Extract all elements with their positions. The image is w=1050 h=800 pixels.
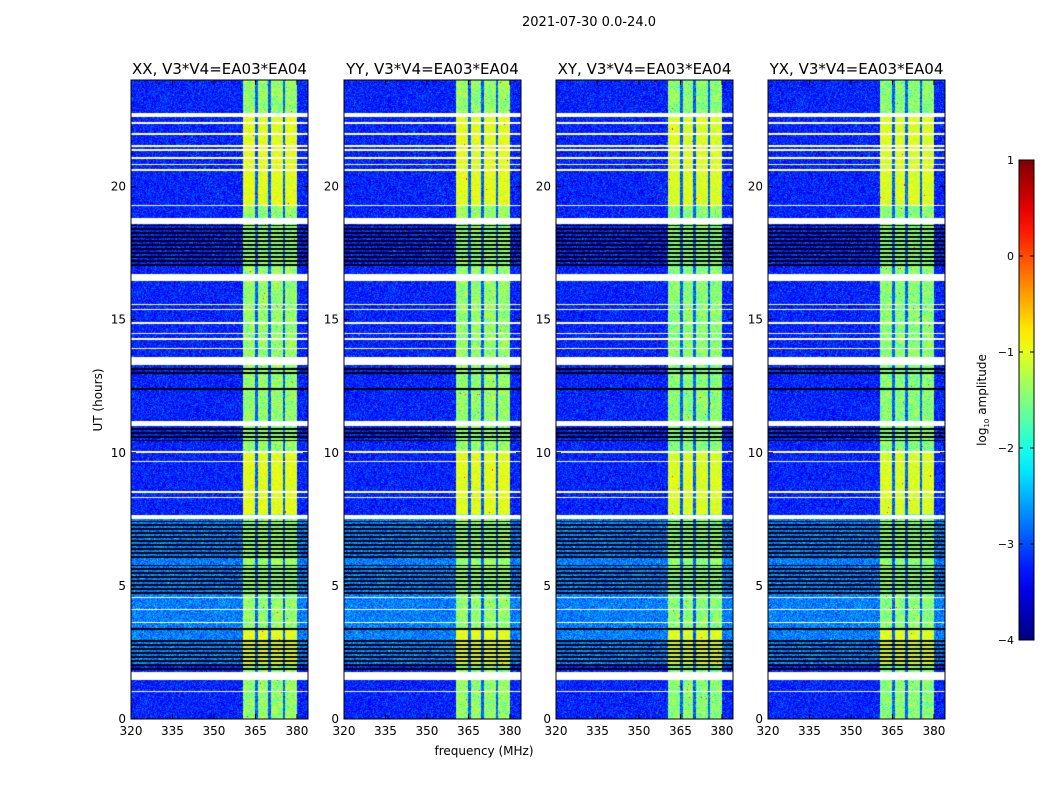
colorbar-tick-label: −4 (998, 634, 1014, 647)
y-tick-label: 20 (324, 180, 339, 194)
x-axis-label: frequency (MHz) (434, 744, 533, 758)
x-tick-label: 380 (710, 724, 733, 738)
y-tick-label: 15 (111, 313, 126, 327)
panel-frame (343, 79, 522, 720)
x-tick-label: 350 (416, 724, 439, 738)
panel-title: XY, V3*V4=EA03*EA04 (558, 60, 732, 78)
colorbar-tick-label: −1 (998, 346, 1014, 359)
y-tick-label: 15 (748, 313, 763, 327)
x-tick-label: 365 (244, 724, 267, 738)
x-tick-label: 320 (333, 724, 356, 738)
y-tick-label: 5 (755, 579, 763, 593)
panel-title: YX, V3*V4=EA03*EA04 (769, 60, 944, 78)
y-tick-label: 20 (111, 180, 126, 194)
x-tick-label: 350 (840, 724, 863, 738)
y-tick-label: 0 (118, 712, 126, 726)
colorbar-tick-label: 0 (1007, 250, 1014, 263)
colorbar-label-rest: amplitude (975, 354, 989, 418)
heatmap-panel-4 (768, 80, 945, 719)
x-tick-label: 335 (586, 724, 609, 738)
y-tick-label: 0 (331, 712, 339, 726)
y-tick-label: 0 (755, 712, 763, 726)
x-tick-label: 350 (203, 724, 226, 738)
y-tick-label: 5 (543, 579, 551, 593)
x-tick-label: 320 (120, 724, 143, 738)
colorbar-tick-label: −3 (998, 538, 1014, 551)
y-tick-label: 10 (111, 446, 126, 460)
y-tick-label: 10 (748, 446, 763, 460)
x-tick-label: 380 (922, 724, 945, 738)
x-tick-label: 350 (628, 724, 651, 738)
x-tick-label: 365 (669, 724, 692, 738)
y-tick-label: 20 (536, 180, 551, 194)
y-axis-label: UT (hours) (91, 368, 105, 431)
panel-title: XX, V3*V4=EA03*EA04 (132, 60, 307, 78)
y-tick-label: 20 (748, 180, 763, 194)
colorbar-label-sub: 10 (983, 419, 991, 428)
y-tick-label: 5 (331, 579, 339, 593)
x-tick-label: 365 (881, 724, 904, 738)
x-tick-label: 320 (757, 724, 780, 738)
figure-title: 2021-07-30 0.0-24.0 (522, 15, 656, 30)
y-tick-label: 5 (118, 579, 126, 593)
x-tick-label: 365 (457, 724, 480, 738)
y-tick-label: 10 (536, 446, 551, 460)
x-tick-label: 335 (374, 724, 397, 738)
panel-frame (767, 79, 946, 720)
heatmap-panel-1 (131, 80, 308, 719)
x-tick-label: 320 (545, 724, 568, 738)
heatmap-panel-3 (556, 80, 733, 719)
y-tick-label: 10 (324, 446, 339, 460)
colorbar-tick-label: −2 (998, 442, 1014, 455)
colorbar-label-main: log (975, 428, 989, 446)
colorbar (1018, 159, 1035, 641)
y-tick-label: 0 (543, 712, 551, 726)
y-tick-label: 15 (324, 313, 339, 327)
x-tick-label: 335 (798, 724, 821, 738)
heatmap-panel-2 (344, 80, 521, 719)
panel-title: YY, V3*V4=EA03*EA04 (345, 60, 519, 78)
y-tick-label: 15 (536, 313, 551, 327)
x-tick-label: 380 (498, 724, 521, 738)
panel-frame (130, 79, 309, 720)
panel-frame (555, 79, 734, 720)
x-tick-label: 335 (161, 724, 184, 738)
x-tick-label: 380 (285, 724, 308, 738)
colorbar-label: log10 amplitude (975, 354, 991, 446)
colorbar-tick-label: 1 (1007, 154, 1014, 167)
